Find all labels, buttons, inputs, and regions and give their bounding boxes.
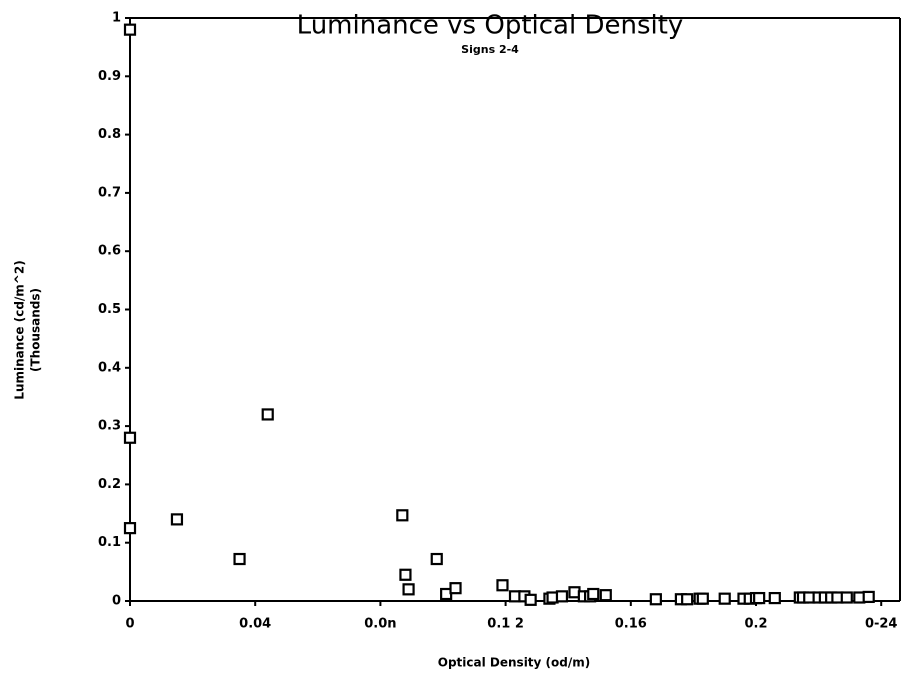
x-tick-label: 0: [125, 617, 134, 632]
y-tick-label: 0.7: [98, 185, 121, 200]
scatter-point: [681, 593, 694, 606]
y-tick-label: 0.9: [98, 69, 121, 84]
scatter-point: [449, 582, 462, 595]
scatter-point: [123, 23, 137, 36]
scatter-point: [524, 593, 537, 606]
x-tick-label: 0.04: [239, 617, 271, 632]
scatter-point: [170, 513, 184, 526]
x-tick-label: 0.2: [745, 617, 768, 632]
scatter-point: [718, 592, 731, 605]
scatter-point: [123, 522, 137, 535]
scatter-point: [753, 591, 766, 605]
y-tick-label: 0.8: [98, 127, 121, 142]
x-tick-label: 0.16: [615, 617, 647, 632]
y-tick-label: 0.1: [98, 535, 121, 550]
x-tick-label: 0.1 2: [487, 617, 524, 632]
scatter-point: [123, 431, 137, 444]
scatter-point: [402, 583, 415, 596]
scatter-point: [396, 509, 409, 522]
y-tick-label: 0.5: [98, 302, 121, 317]
scatter-point: [840, 591, 853, 604]
scatter-point: [233, 552, 246, 566]
y-tick-label: 1: [112, 11, 121, 26]
scatter-point: [496, 579, 509, 592]
chart-subtitle: Signs 2-4: [461, 43, 519, 56]
scatter-point: [587, 587, 600, 601]
scatter-point: [696, 592, 709, 605]
x-tick-label: 0-24: [865, 617, 898, 632]
chart-title: Luminance vs Optical Density: [297, 11, 684, 41]
y-tick-label: 0.4: [98, 360, 121, 375]
y-tick-label: 0: [112, 594, 121, 609]
y-axis-label-2: (Thousands): [29, 288, 43, 372]
scatter-point: [430, 552, 443, 566]
x-tick-label: 0.0n: [364, 617, 396, 632]
x-axis-label: Optical Density (od/m): [438, 656, 590, 670]
scatter-point: [599, 589, 612, 602]
scatter-point: [261, 408, 274, 421]
y-tick-label: 0.6: [98, 244, 121, 259]
scatter-point: [768, 591, 781, 605]
y-tick-label: 0.3: [98, 419, 121, 434]
scatter-point: [399, 568, 412, 581]
scatter-point: [649, 593, 662, 606]
y-axis-label: Luminance (cd/m^2): [13, 260, 27, 399]
y-tick-label: 0.2: [98, 477, 121, 492]
scatter-point: [555, 590, 569, 603]
scatter-point: [862, 590, 875, 604]
